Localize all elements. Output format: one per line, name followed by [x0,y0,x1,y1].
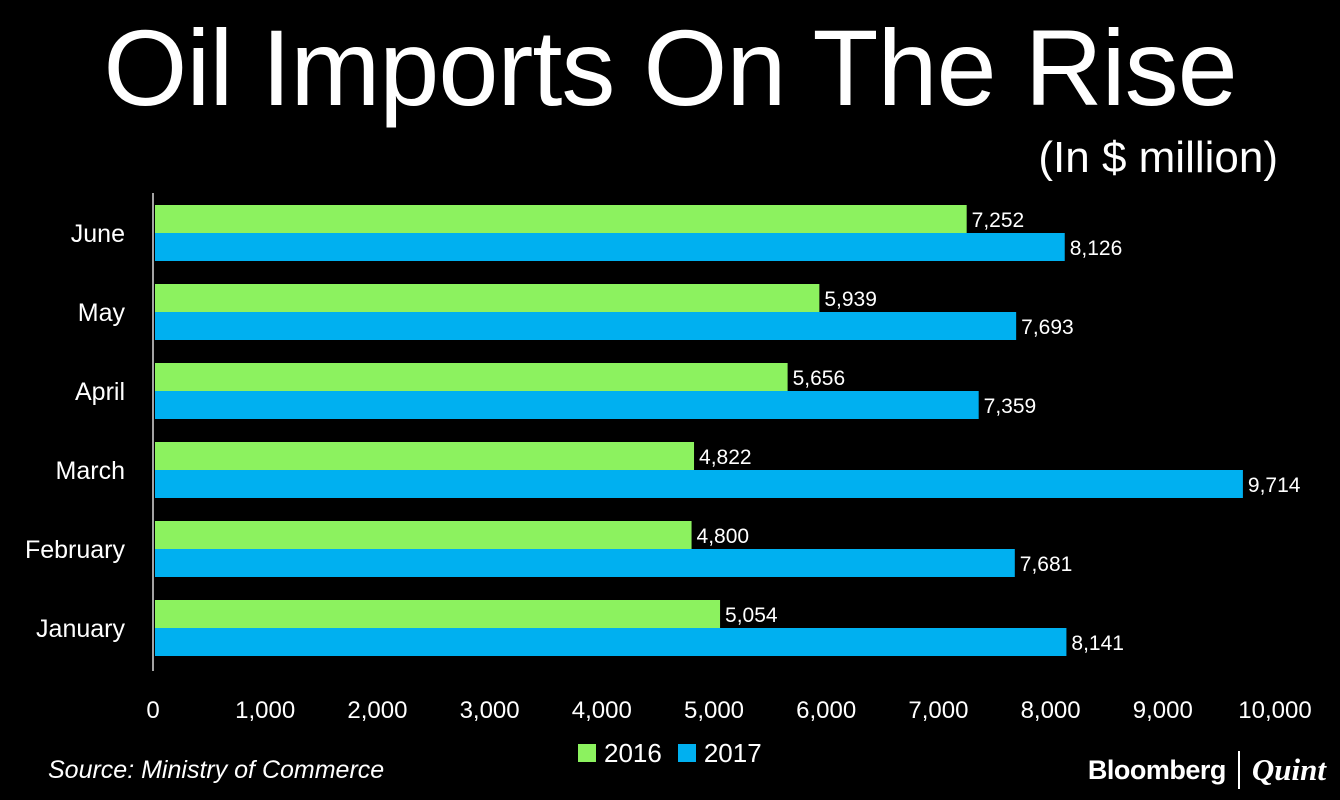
brand-name: Bloomberg [1087,754,1227,785]
category-label-june: June [71,220,125,248]
data-label-april-2016: 5,656 [793,367,846,390]
data-label-june-2016: 7,252 [972,209,1025,232]
x-tick-label-4000: 4,000 [572,697,632,724]
x-tick-label-3000: 3,000 [460,697,520,724]
category-label-february: February [25,536,126,564]
data-label-march-2017: 9,714 [1248,474,1301,497]
x-tick-label-0: 0 [146,697,159,724]
x-tick-label-1000: 1,000 [235,697,295,724]
bar-june-2017 [155,233,1065,261]
brand-subname: Quint [1251,752,1326,787]
x-tick-label-6000: 6,000 [796,697,856,724]
x-tick-label-7000: 7,000 [908,697,968,724]
data-label-may-2016: 5,939 [824,288,877,311]
chart-title: Oil Imports On The Rise [103,7,1237,128]
category-label-april: April [75,378,125,406]
category-label-may: May [78,299,126,327]
x-tick-label-5000: 5,000 [684,697,744,724]
data-label-march-2016: 4,822 [699,446,752,469]
data-label-february-2016: 4,800 [697,525,750,548]
brand-divider [1237,751,1240,789]
legend-label-2017: 2017 [703,737,762,768]
data-label-january-2017: 8,141 [1071,632,1124,655]
x-tick-label-8000: 8,000 [1021,697,1081,724]
data-label-june-2017: 8,126 [1070,237,1123,260]
bar-march-2016 [155,442,695,470]
bar-february-2016 [155,521,692,549]
legend-swatch-2017 [677,744,696,762]
bar-february-2017 [155,549,1015,577]
category-label-march: March [56,457,125,485]
bar-march-2017 [155,470,1243,498]
bar-april-2016 [155,363,788,391]
bar-april-2017 [155,391,979,419]
legend-item-2017: 2017 [677,737,762,769]
bar-january-2016 [155,600,721,628]
chart-legend: 2016 2017 [578,736,778,770]
bar-may-2017 [155,312,1017,340]
bar-january-2017 [155,628,1067,656]
data-label-april-2017: 7,359 [984,395,1037,418]
x-tick-label-2000: 2,000 [347,697,407,724]
bar-may-2016 [155,284,820,312]
legend-swatch-2016 [578,744,596,762]
chart-subtitle: (In $ million) [1038,133,1278,182]
bar-june-2016 [155,205,967,233]
source-note: Source: Ministry of Commerce [48,756,385,784]
data-label-february-2017: 7,681 [1020,553,1073,576]
legend-item-2016: 2016 [578,738,662,769]
data-label-may-2017: 7,693 [1021,316,1074,339]
category-label-january: January [36,615,125,643]
legend-label-2016: 2016 [604,737,662,768]
data-label-january-2016: 5,054 [725,604,778,627]
x-tick-label-9000: 9,000 [1133,697,1193,724]
x-tick-label-10000: 10,000 [1238,697,1311,724]
brand-logo: Bloomberg Quint [1088,748,1326,792]
